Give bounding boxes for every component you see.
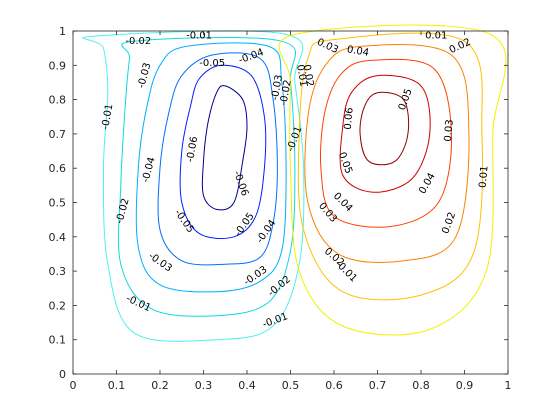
contour-line--0.02 [117,36,296,317]
y-tick-label: 0.8 [49,94,67,107]
contour-line--0.03 [135,42,287,293]
contour-line-0.03 [304,43,470,263]
contour-label: -0.02 [278,79,293,106]
y-tick-label: 1 [59,25,66,38]
contour-label: -0.05 [199,58,225,69]
y-tick-label: 0.6 [49,162,67,175]
x-tick-label: 0.2 [151,379,169,392]
contour-line-0.01 [278,24,507,336]
contour-lines [82,24,507,342]
x-tick-label: 0.4 [238,379,256,392]
x-tick-label: 1 [505,379,512,392]
axis-ticks: 0 0.1 0.2 0.3 0.4 0.5 0.6 0.7 0.8 0.9 1 0 0.1 0.2 0.3 0… [49,25,512,392]
contour-line--0.01 [82,30,305,342]
x-tick-label: 0.7 [369,379,387,392]
contour-label: -0.03 [270,74,285,101]
y-tick-label: 0 [59,368,66,381]
x-tick-label: 0.6 [325,379,343,392]
contour-label: 0.01 [294,64,309,88]
contour-line-0.06 [359,91,410,166]
y-tick-label: 0.5 [49,197,67,210]
x-tick-label: 0.5 [282,379,300,392]
y-tick-label: 0.2 [49,299,67,312]
contour-label: 0.01 [425,31,447,42]
y-tick-label: 0.7 [49,128,67,141]
contour-line--0.05 [179,64,267,240]
contour-line--0.06 [201,85,248,211]
y-tick-label: 0.9 [49,59,67,72]
x-tick-label: 0.9 [456,379,474,392]
contour-label: 0.01 [478,165,491,188]
y-tick-label: 0.4 [49,231,67,244]
contour-label: -0.01 [186,31,212,42]
contour-label: 0.06 [343,107,356,130]
contour-label: -0.02 [125,36,151,47]
contour-label: -0.01 [100,103,115,130]
x-tick-label: 0 [70,379,77,392]
contour-label: 0.04 [346,44,370,59]
x-tick-label: 0.1 [108,379,126,392]
contour-line-0.02 [297,32,484,301]
contour-line-0.04 [319,58,452,228]
y-tick-label: 0.3 [49,265,67,278]
y-tick-label: 0.1 [49,334,67,347]
x-tick-label: 0.3 [195,379,213,392]
contour-label: 0.02 [301,64,316,88]
contour-line--0.04 [157,52,278,266]
contour-label: 0.03 [443,119,456,142]
x-tick-label: 0.8 [412,379,430,392]
contour-line-0.05 [339,74,431,193]
contour-label: -0.06 [185,136,200,163]
